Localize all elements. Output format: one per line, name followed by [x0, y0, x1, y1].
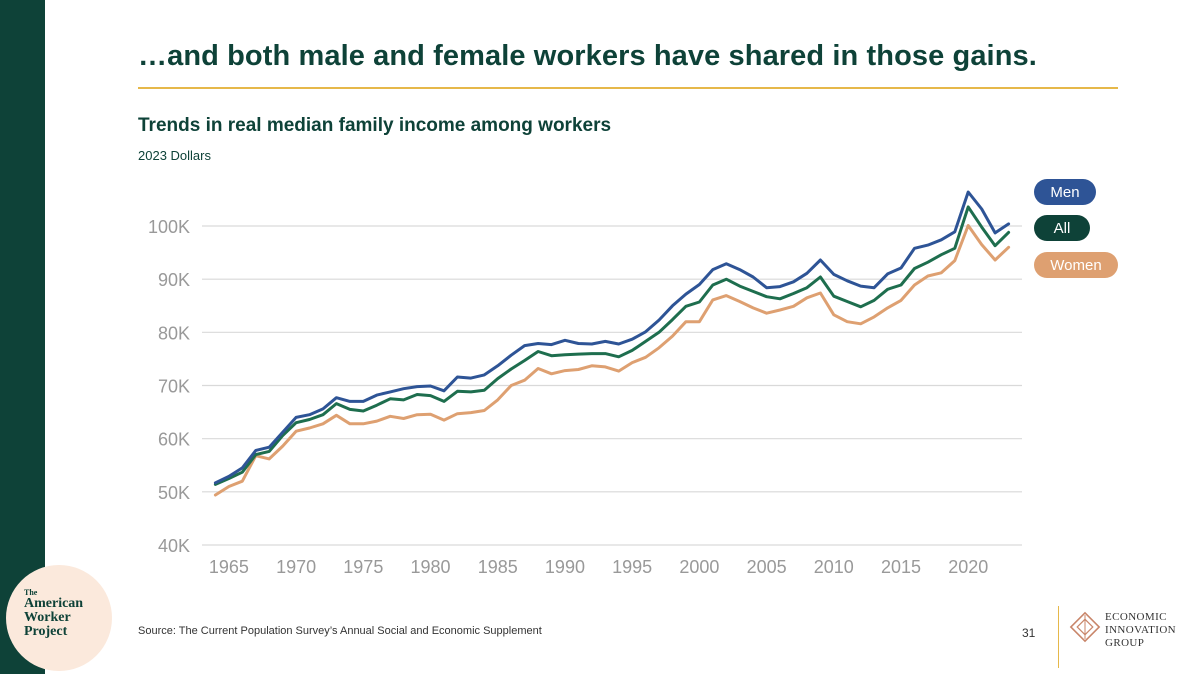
x-axis-ticks: 1965 1970 1975 1980 1985 1990 1995 2000 2005 2010… — [209, 557, 988, 577]
awp-logo-the: The — [24, 588, 38, 597]
legend-label-men: Men — [1050, 183, 1080, 201]
eig-line2: INNOVATION — [1105, 624, 1177, 636]
title-divider — [138, 87, 1118, 89]
left-accent-bar — [0, 0, 45, 674]
y-tick-label: 60K — [158, 430, 190, 450]
x-tick-label: 1985 — [478, 557, 518, 577]
legend-item-men: Men — [1034, 179, 1096, 205]
series-line-all — [213, 205, 1011, 486]
eig-line1: ECONOMIC — [1105, 611, 1167, 623]
y-tick-label: 80K — [158, 323, 190, 343]
x-tick-label: 2010 — [814, 557, 854, 577]
page-number: 31 — [1022, 626, 1036, 640]
x-tick-label: 1990 — [545, 557, 585, 577]
awp-logo-line2: Worker — [24, 610, 71, 625]
chart-subtitle: 2023 Dollars — [138, 148, 211, 163]
awp-logo-line1: American — [24, 596, 84, 611]
awp-logo-circle — [6, 565, 112, 671]
awp-logo: The American Worker Project — [24, 588, 83, 639]
legend-item-women: Women — [1034, 252, 1118, 278]
x-tick-label: 1965 — [209, 557, 249, 577]
source-note: Source: The Current Population Survey’s … — [138, 625, 542, 637]
y-axis-ticks: 40K 50K 60K 70K 80K 90K 100K — [148, 217, 190, 556]
footer-divider — [1058, 606, 1059, 668]
grid-lines — [202, 225, 1022, 546]
x-tick-label: 1995 — [612, 557, 652, 577]
legend-label-all: All — [1053, 219, 1071, 237]
x-tick-label: 2005 — [747, 557, 787, 577]
x-tick-label: 2020 — [948, 557, 988, 577]
awp-logo-line3: Project — [24, 624, 68, 639]
y-tick-label: 40K — [158, 536, 190, 556]
diamond-logo-icon — [1069, 611, 1101, 643]
y-tick-label: 100K — [148, 217, 190, 237]
chart-title: Trends in real median family income amon… — [138, 115, 612, 136]
eig-logo-text: ECONOMIC INNOVATION GROUP — [1105, 611, 1176, 650]
x-tick-label: 1975 — [343, 557, 383, 577]
x-tick-label: 1970 — [276, 557, 316, 577]
eig-line3: GROUP — [1105, 637, 1145, 649]
series-line-women — [213, 224, 1011, 497]
series-line-men — [213, 190, 1011, 485]
y-tick-label: 90K — [158, 270, 190, 290]
x-tick-label: 1980 — [411, 557, 451, 577]
legend-item-all: All — [1034, 215, 1090, 241]
series-lines — [213, 190, 1011, 497]
x-tick-label: 2015 — [881, 557, 921, 577]
x-tick-label: 2000 — [679, 557, 719, 577]
y-tick-label: 70K — [158, 377, 190, 397]
slide-title: …and both male and female workers have s… — [138, 40, 1037, 72]
legend-label-women: Women — [1050, 256, 1102, 274]
y-tick-label: 50K — [158, 483, 190, 503]
